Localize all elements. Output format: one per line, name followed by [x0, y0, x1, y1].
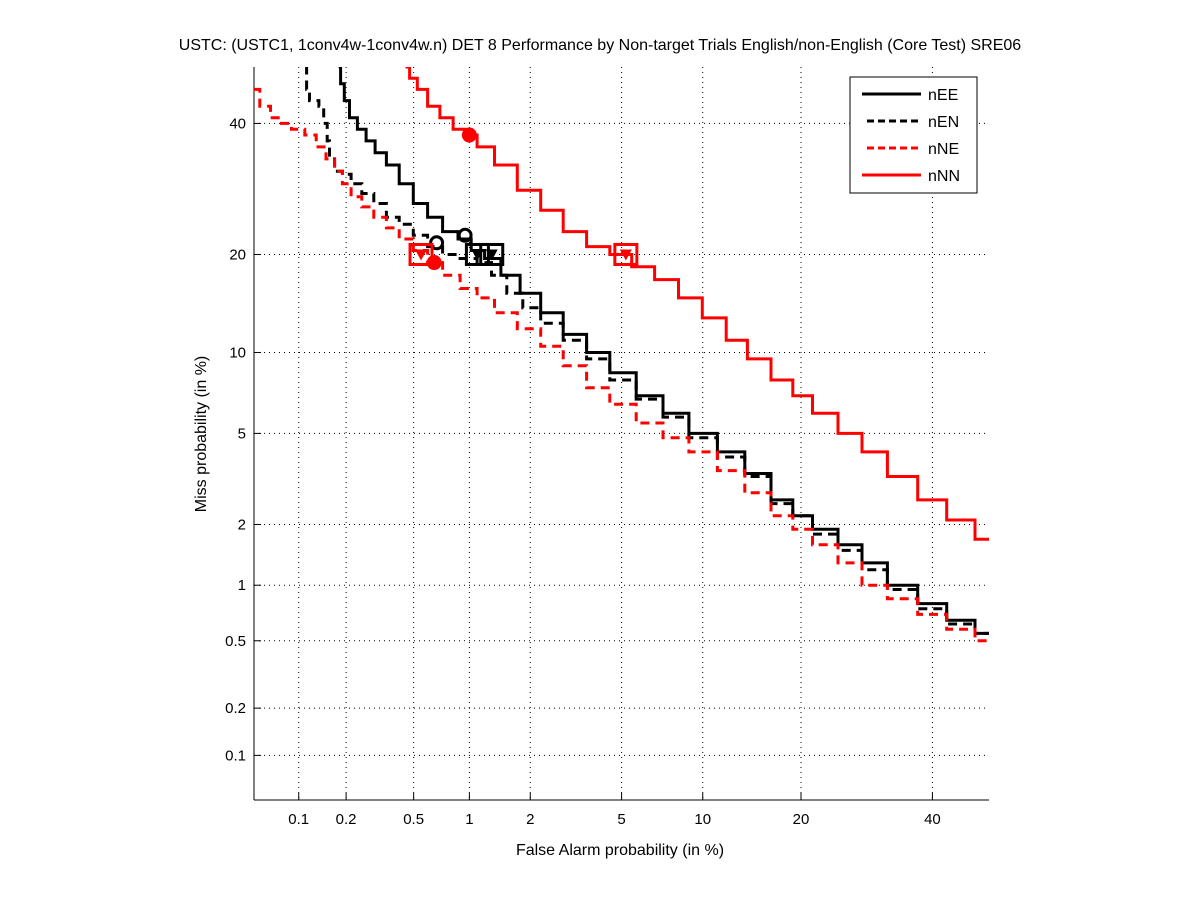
marker-circle-nEN: [429, 235, 445, 251]
marker-square-nEE: [479, 242, 505, 266]
legend: nEE nEN nNE nNN: [849, 76, 978, 194]
marker-triangle-nNE: [415, 249, 428, 261]
marker-square-nNN: [613, 242, 639, 266]
series-line-nNN: [405, 67, 989, 541]
y-tick-label: 0.5: [225, 633, 246, 650]
y-tick-label: 40: [229, 115, 246, 132]
marker-square-nNE: [408, 242, 434, 266]
markers-group: [408, 127, 639, 271]
x-tick-label: 5: [617, 811, 625, 828]
x-tick-label: 1: [465, 811, 473, 828]
series-line-nNE: [254, 87, 989, 643]
x-axis-label: False Alarm probability (in %): [516, 842, 724, 859]
x-tick-label: 20: [793, 811, 810, 828]
marker-triangle-nNN: [619, 249, 632, 261]
legend-label-nNE: nNE: [928, 141, 959, 158]
y-tick-label: 5: [238, 425, 246, 442]
series-group: [254, 67, 989, 643]
y-tick-label: 10: [229, 344, 246, 361]
x-tick-label: 10: [694, 811, 711, 828]
marker-circle-nEE: [457, 227, 473, 243]
legend-label-nNN: nNN: [928, 168, 960, 185]
marker-triangle-nEN: [471, 249, 484, 261]
y-tick-label: 2: [238, 516, 246, 533]
marker-circle-nNN: [461, 127, 477, 143]
x-tick-labels: 0.1 0.2 0.5 1 2 5 10 20 40: [288, 811, 940, 828]
x-tick-label: 0.2: [336, 811, 357, 828]
x-tick-label: 0.1: [288, 811, 309, 828]
legend-label-nEE: nEE: [928, 87, 958, 104]
axes: [253, 67, 989, 801]
y-tick-label: 1: [238, 577, 246, 594]
legend-label-nEN: nEN: [928, 114, 959, 131]
x-tick-label: 40: [924, 811, 941, 828]
series-line-nEN: [305, 67, 989, 635]
y-tick-label: 20: [229, 246, 246, 263]
series-line-nEE: [338, 67, 989, 635]
y-tick-label: 0.1: [225, 747, 246, 764]
grid: [254, 67, 989, 800]
y-axis-label: Miss probability (in %): [193, 356, 210, 512]
chart-title: USTC: (USTC1, 1conv4w-1conv4w.n) DET 8 P…: [179, 37, 1022, 54]
x-tick-label: 0.5: [403, 811, 424, 828]
marker-square-nEN: [464, 242, 490, 266]
x-tick-label: 2: [526, 811, 534, 828]
y-tick-label: 0.2: [225, 700, 246, 717]
marker-circle-nNE: [426, 255, 442, 271]
y-tick-labels: 0.1 0.2 0.5 1 2 5 10 20 40: [225, 115, 246, 764]
